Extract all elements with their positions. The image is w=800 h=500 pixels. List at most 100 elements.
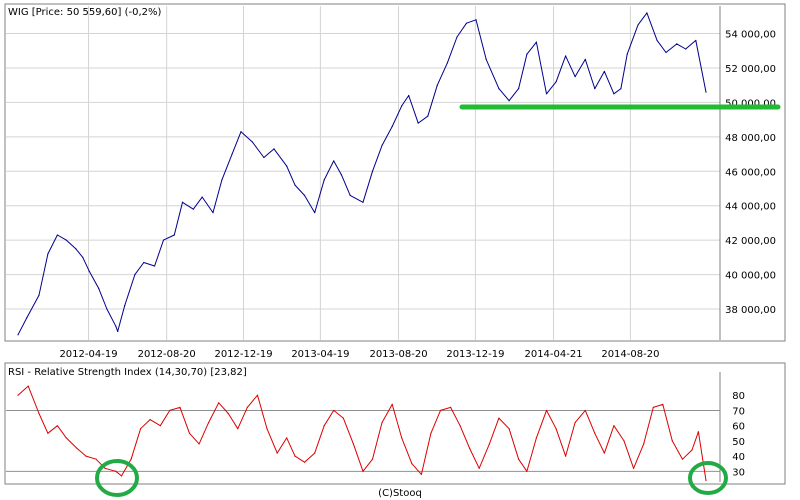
rsi-line-point	[671, 440, 673, 442]
rsi-line-point	[498, 417, 500, 419]
rsi-line-point	[623, 440, 625, 442]
price-line-point	[349, 194, 351, 196]
rsi-line-point	[545, 409, 548, 412]
price-line-point	[613, 93, 615, 95]
rsi-line-point	[17, 394, 19, 396]
rsi-line-point	[584, 409, 586, 412]
rsi-line-point	[681, 458, 684, 460]
price-y-tick-label: 52 000,00	[725, 64, 776, 75]
price-line-point	[47, 253, 49, 255]
price-line-point	[323, 179, 325, 181]
price-line-point	[574, 75, 576, 78]
rsi-line-point	[56, 425, 58, 427]
rsi-line-point	[381, 422, 383, 424]
price-line-point	[153, 265, 156, 267]
price-line-point	[75, 248, 77, 250]
rsi-line-point	[47, 432, 49, 434]
rsi-line-point	[517, 458, 520, 460]
price-line-point	[637, 24, 639, 26]
rsi-line-point	[643, 443, 645, 445]
price-line-point	[603, 70, 605, 73]
price-line-point	[594, 88, 596, 90]
price-x-tick-label: 2012-08-20	[138, 349, 196, 360]
price-x-tick-label: 2012-12-19	[214, 349, 272, 360]
price-line-point	[98, 287, 100, 289]
rsi-oversold-marker-left	[95, 459, 139, 497]
price-line-point	[303, 194, 306, 196]
rsi-line-point	[286, 437, 288, 439]
rsi-line-point	[652, 406, 654, 409]
rsi-line-point	[314, 452, 316, 454]
price-line-point	[526, 53, 528, 55]
price-y-axis: 38 000,00 40 000,00 42 000,00 44 000,00 46 0…	[725, 30, 776, 316]
price-line-point	[82, 256, 84, 258]
price-y-tick-label: 50 000,00	[725, 98, 776, 109]
rsi-line-point	[362, 470, 364, 472]
price-y-tick-label: 38 000,00	[725, 305, 776, 316]
price-line-point	[181, 201, 184, 203]
price-line-point	[381, 144, 383, 147]
price-line-point	[117, 330, 119, 332]
rsi-line-point	[401, 437, 403, 439]
rsi-line-point	[342, 417, 344, 419]
rsi-line-point	[218, 402, 220, 404]
price-line-point	[17, 334, 19, 336]
rsi-line-point	[488, 443, 490, 445]
rsi-line-point	[38, 412, 40, 415]
price-line-point	[465, 22, 468, 24]
price-line-point	[436, 84, 438, 86]
price-line-point	[584, 58, 586, 60]
rsi-line-point	[508, 428, 510, 430]
price-line-point	[685, 48, 687, 50]
rsi-line-point	[603, 452, 605, 454]
price-line-point	[401, 105, 403, 107]
rsi-y-tick-label: 30	[732, 467, 745, 478]
rsi-line-point	[555, 428, 557, 430]
price-line-point	[535, 41, 537, 43]
price-line-point	[456, 36, 458, 38]
price-line-point	[340, 174, 342, 176]
price-line-point	[620, 88, 622, 90]
rsi-line-point	[140, 428, 142, 430]
rsi-line-point	[266, 428, 268, 430]
price-line-point	[498, 88, 500, 90]
rsi-line-point	[179, 406, 181, 409]
rsi-line-point	[27, 385, 29, 387]
rsi-line-point	[632, 467, 635, 469]
rsi-line-point	[95, 458, 97, 460]
rsi-line-point	[352, 443, 355, 445]
rsi-line-point	[303, 461, 306, 463]
rsi-line-point	[420, 473, 422, 475]
rsi-line-point	[120, 475, 123, 477]
price-x-axis: 2012-04-19 2012-08-20 2012-12-19 2013-04-19…	[59, 349, 659, 360]
price-line-point	[371, 170, 374, 172]
price-line-point	[705, 91, 707, 93]
price-line-point	[134, 273, 136, 276]
rsi-chart-title: RSI - Relative Strength Index (14,30,70)…	[8, 367, 247, 378]
rsi-line-point	[207, 422, 210, 424]
price-x-tick-label: 2013-04-19	[291, 349, 349, 360]
price-line-point	[26, 317, 28, 319]
price-line-point	[273, 148, 275, 150]
rsi-line-point	[691, 449, 693, 451]
rsi-line-point	[613, 425, 615, 427]
rsi-line-point	[76, 447, 78, 450]
rsi-line-point	[256, 394, 259, 396]
price-line-point	[65, 239, 67, 241]
rsi-line-point	[391, 403, 393, 405]
price-line	[17, 12, 707, 336]
price-grid	[6, 6, 721, 340]
price-line-point	[263, 156, 265, 159]
price-line-point	[221, 179, 223, 181]
price-y-tick-label: 44 000,00	[725, 202, 776, 213]
price-line-point	[646, 12, 648, 14]
rsi-line-point	[565, 455, 567, 457]
rsi-line-point	[227, 412, 229, 415]
price-line-point	[115, 325, 117, 327]
price-line-point	[124, 304, 126, 307]
rsi-line-point	[535, 437, 537, 439]
rsi-line-point	[169, 409, 171, 412]
rsi-line-point	[85, 455, 87, 457]
rsi-line-point	[149, 418, 151, 421]
price-y-tick-label: 42 000,00	[725, 236, 776, 247]
